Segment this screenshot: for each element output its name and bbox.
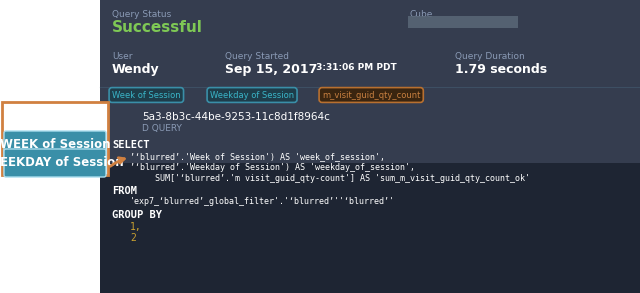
Text: GROUP BY: GROUP BY: [112, 210, 162, 220]
Text: Query Duration: Query Duration: [455, 52, 525, 61]
Text: ’‘blurred’.'Week of Session') AS 'week_of_session',: ’‘blurred’.'Week of Session') AS 'week_o…: [130, 152, 385, 161]
Bar: [100, 163, 640, 293]
Text: Query Started: Query Started: [225, 52, 289, 61]
Bar: [408, 16, 518, 28]
Text: Wendy: Wendy: [112, 63, 159, 76]
Bar: [0, 0, 100, 293]
Text: 3:31:06 PM PDT: 3:31:06 PM PDT: [313, 63, 397, 72]
Text: Weekday of Session: Weekday of Session: [210, 91, 294, 100]
FancyBboxPatch shape: [4, 131, 106, 159]
Text: ’‘blurred’.'Weekday of Session') AS 'weekday_of_session',: ’‘blurred’.'Weekday of Session') AS 'wee…: [130, 163, 415, 172]
Text: User: User: [112, 52, 132, 61]
Text: WEEK of Session: WEEK of Session: [0, 139, 110, 151]
Bar: [2, 102, 108, 175]
Text: FROM: FROM: [112, 186, 137, 196]
Text: 1.79 seconds: 1.79 seconds: [455, 63, 547, 76]
Text: Query Status: Query Status: [112, 10, 172, 19]
Text: 5a3-8b3c-44be-9253-11c8d1f8964c: 5a3-8b3c-44be-9253-11c8d1f8964c: [142, 112, 330, 122]
Text: SUM['‘blurred’.'m visit_guid_qty-count'] AS 'sum_m_visit_guid_qty_count_ok': SUM['‘blurred’.'m visit_guid_qty-count']…: [155, 174, 530, 183]
Text: WEEKDAY of Session: WEEKDAY of Session: [0, 156, 124, 169]
Text: Week of Session: Week of Session: [112, 91, 180, 100]
FancyBboxPatch shape: [4, 149, 106, 177]
Text: Sep 15, 2017: Sep 15, 2017: [225, 63, 317, 76]
Text: 1,: 1,: [130, 222, 141, 232]
Bar: [100, 0, 640, 293]
Text: 2: 2: [130, 233, 136, 243]
Text: 'exp7_‘blurred’_global_filter'.'‘blurred’''‘blurred’': 'exp7_‘blurred’_global_filter'.'‘blurred…: [130, 197, 395, 206]
Text: SELECT: SELECT: [112, 140, 150, 150]
Text: m_visit_guid_qty_count: m_visit_guid_qty_count: [322, 91, 420, 100]
Text: D QUERY: D QUERY: [142, 124, 182, 133]
Text: Successful: Successful: [112, 20, 203, 35]
Text: Cube: Cube: [410, 10, 433, 19]
